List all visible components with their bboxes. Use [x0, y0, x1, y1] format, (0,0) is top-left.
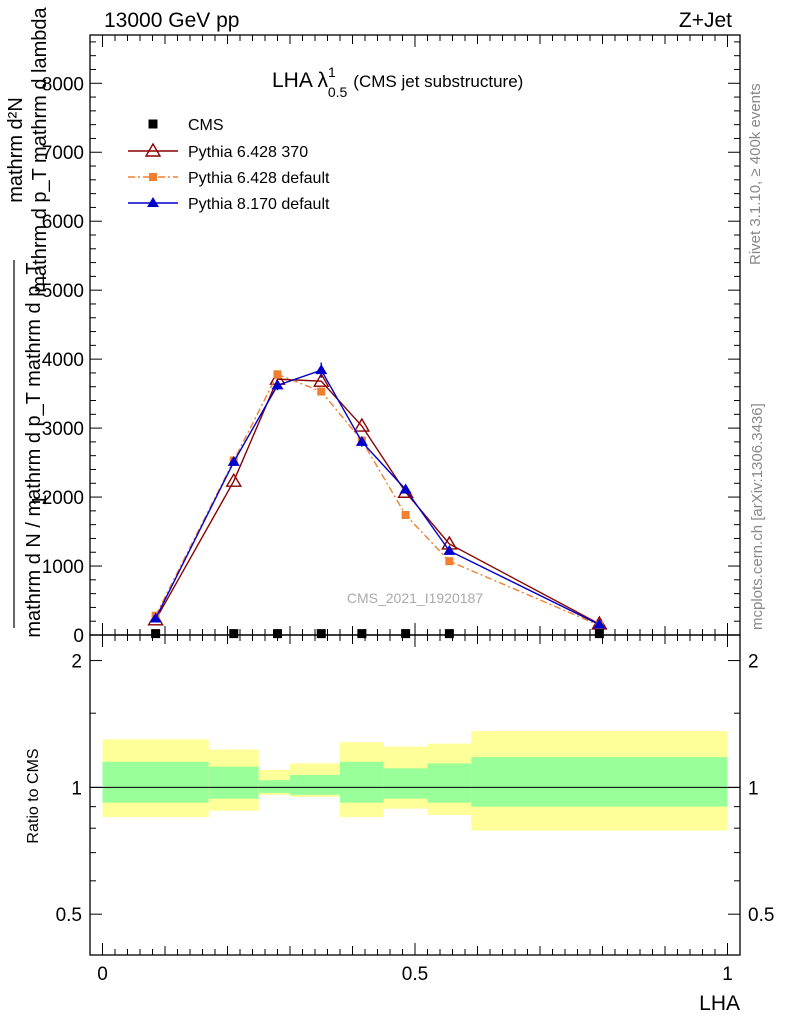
- ratio-y-tick-label-right: 1: [748, 778, 759, 799]
- data-point: [594, 629, 604, 639]
- legend-marker: [147, 197, 159, 207]
- ratio-inner-band: [340, 761, 384, 803]
- data-point: [399, 483, 412, 494]
- ratio-inner-band: [427, 763, 472, 803]
- data-point: [355, 435, 368, 446]
- ratio-uncertainty-bands: [90, 731, 740, 831]
- ratio-inner-band: [258, 780, 290, 793]
- data-point: [401, 629, 411, 639]
- series-line: [154, 369, 600, 626]
- data-point: [225, 472, 242, 487]
- x-axis-label: LHA: [699, 992, 740, 1015]
- data-point: [227, 455, 240, 466]
- ratio-y-tick-label-right: 0.5: [748, 905, 774, 926]
- legend-label: Pythia 6.428 default: [188, 170, 330, 187]
- chart-title-sub: 0.5: [328, 84, 348, 100]
- data-point: [271, 379, 284, 390]
- x-tick-label: 0.5: [402, 964, 428, 985]
- ratio-y-tick-label: 2: [71, 652, 82, 673]
- chart-labels: 13000 GeV pp Z+Jet LHA λ1 0.5(CMS jet sub…: [5, 6, 766, 1015]
- y-tick-label: 6000: [42, 212, 84, 233]
- axis-ticks: 0 1000 2000 3000 4000 5000 6000 7000 8000 0 0.5 1 0.…: [42, 35, 774, 985]
- data-point: [149, 612, 162, 623]
- legend-entry: Pythia 6.428 default: [128, 170, 330, 187]
- y-axis-label-numerator-line2: mathrm d p_T mathrm d lambda: [29, 6, 51, 292]
- ratio-inner-band: [290, 774, 340, 795]
- legend-marker: [149, 173, 157, 181]
- legend-label: Pythia 6.428 370: [188, 144, 308, 161]
- chart-title-suffix: (CMS jet substructure): [353, 72, 523, 91]
- data-point: [151, 629, 161, 639]
- data-point: [315, 364, 328, 375]
- legend-marker: [148, 119, 158, 129]
- ratio-inner-band: [471, 757, 728, 807]
- data-point: [401, 511, 410, 519]
- series-cms: [151, 629, 604, 639]
- data-point: [444, 629, 454, 639]
- chart-title-main: LHA λ: [272, 69, 329, 92]
- header-left-label: 13000 GeV pp: [104, 9, 239, 32]
- data-point: [273, 629, 282, 639]
- data-point: [357, 629, 367, 639]
- x-tick-label: 1: [722, 964, 733, 985]
- ratio-y-tick-label-right: 2: [748, 652, 759, 673]
- chart-title-sup: 1: [328, 64, 336, 80]
- data-point: [313, 372, 330, 387]
- y-tick-label: 5000: [42, 281, 84, 302]
- y-axis-label-denominator: mathrm d N / mathrm d p_T mathrm d p_T: [23, 262, 45, 637]
- y-tick-label: 0: [73, 626, 84, 647]
- ratio-inner-band: [208, 766, 259, 799]
- rivet-side-label: Rivet 3.1.10, ≥ 400k events: [747, 83, 764, 265]
- y-tick-label: 1000: [42, 557, 84, 578]
- y-axis-label-numerator-line1: mathrm d²N: [5, 97, 27, 203]
- legend: CMS Pythia 6.428 370 Pythia 6.428 default P…: [128, 117, 330, 213]
- legend-entry: Pythia 6.428 370: [128, 142, 308, 161]
- legend-label: Pythia 8.170 default: [188, 196, 330, 213]
- mcplots-side-label: mcplots.cern.ch [arXiv:1306.3436]: [749, 403, 766, 630]
- y-axis-label-top: 1: [29, 494, 51, 505]
- y-tick-label: 8000: [42, 74, 84, 95]
- header-right-label: Z+Jet: [679, 9, 732, 32]
- ratio-inner-band: [102, 761, 209, 803]
- legend-entry: CMS: [148, 117, 224, 134]
- y-tick-label: 4000: [42, 350, 84, 371]
- data-point: [273, 370, 282, 379]
- legend-entry: Pythia 8.170 default: [128, 196, 330, 213]
- ratio-inner-band: [383, 768, 428, 799]
- ratio-y-axis-label: Ratio to CMS: [25, 748, 42, 843]
- series-line: [154, 373, 600, 626]
- legend-marker: [144, 142, 162, 157]
- x-tick-label: 0: [97, 964, 108, 985]
- ratio-y-tick-label: 1: [71, 778, 82, 799]
- data-point: [593, 618, 606, 629]
- series-line: [155, 378, 600, 625]
- y-tick-label: 2000: [42, 488, 84, 509]
- data-point: [445, 557, 454, 566]
- analysis-watermark: CMS_2021_I1920187: [347, 590, 483, 606]
- data-point: [317, 387, 326, 396]
- data-point: [229, 629, 239, 639]
- y-tick-label: 3000: [42, 419, 84, 440]
- data-point: [353, 417, 371, 432]
- legend-label: CMS: [188, 117, 224, 134]
- series-pythia-8-170-default: [149, 362, 606, 629]
- y-tick-label: 7000: [42, 143, 84, 164]
- data-point: [316, 629, 326, 639]
- ratio-y-tick-label: 0.5: [56, 905, 82, 926]
- chart-title: LHA λ1 0.5 (CMS jet substructure): [272, 64, 523, 100]
- series-layer: [147, 362, 608, 639]
- data-point: [443, 544, 456, 555]
